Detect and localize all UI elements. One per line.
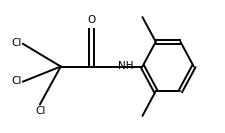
Text: O: O xyxy=(87,15,95,25)
Text: Cl: Cl xyxy=(11,76,22,86)
Text: NH: NH xyxy=(118,61,133,71)
Text: Cl: Cl xyxy=(11,38,22,48)
Text: Cl: Cl xyxy=(36,106,46,116)
